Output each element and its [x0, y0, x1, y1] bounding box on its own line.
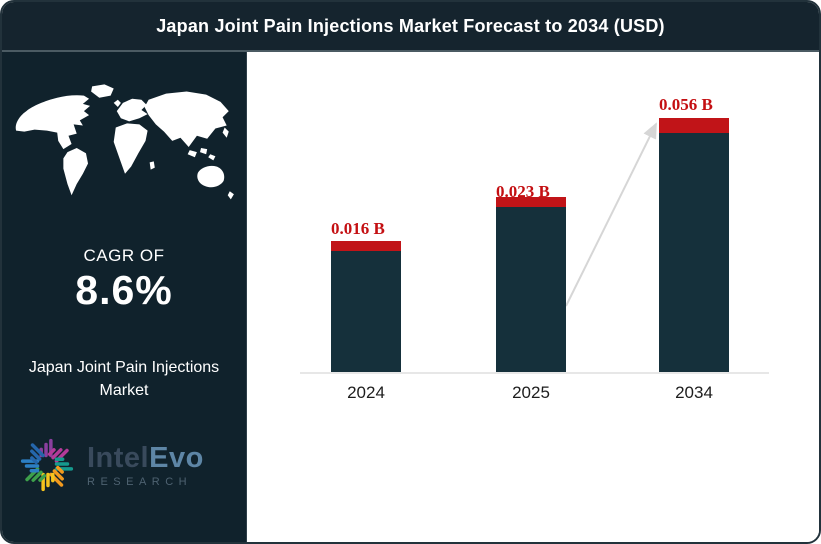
world-map-icon — [12, 82, 238, 210]
value-label-2024: 0.016 B — [331, 219, 385, 238]
intelevo-logo-icon — [20, 438, 74, 492]
page-title: Japan Joint Pain Injections Market Forec… — [156, 15, 665, 36]
cagr-value: 8.6% — [75, 267, 173, 313]
card-body: CAGR OF 8.6% Japan Joint Pain Injections… — [2, 52, 819, 542]
brand-name-intel: Intel — [87, 441, 150, 474]
intelevo-logo: IntelEvo RESEARCH — [18, 436, 204, 494]
market-name-line2: Market — [99, 382, 149, 399]
year-label-2024: 2024 — [347, 383, 385, 402]
sidebar: CAGR OF 8.6% Japan Joint Pain Injections… — [2, 52, 247, 542]
brand-name: IntelEvo — [87, 443, 204, 473]
bar-2024 — [331, 241, 401, 372]
year-label-2025: 2025 — [512, 383, 550, 402]
brand-name-evo: Evo — [149, 441, 204, 474]
brand-subtitle: RESEARCH — [87, 475, 193, 488]
intelevo-logo-text: IntelEvo RESEARCH — [87, 443, 204, 488]
bar-cap-2034 — [659, 118, 729, 133]
bar-2034 — [659, 118, 729, 372]
market-name: Japan Joint Pain Injections Market — [2, 356, 246, 402]
bar-cap-2025 — [496, 197, 566, 207]
value-label-2034: 0.056 B — [659, 95, 713, 114]
bar-cap-2024 — [331, 241, 401, 251]
value-label-2025: 0.023 B — [496, 182, 550, 201]
bar-2025 — [496, 197, 566, 372]
chart-area: 0.016 B 2024 0.023 B 2025 0.056 B 2034 — [247, 52, 819, 542]
x-axis-line — [300, 372, 769, 374]
year-label-2034: 2034 — [675, 383, 713, 402]
title-bar: Japan Joint Pain Injections Market Forec… — [2, 2, 819, 52]
cagr-label: CAGR OF — [83, 246, 165, 265]
market-name-line1: Japan Joint Pain Injections — [28, 359, 220, 376]
